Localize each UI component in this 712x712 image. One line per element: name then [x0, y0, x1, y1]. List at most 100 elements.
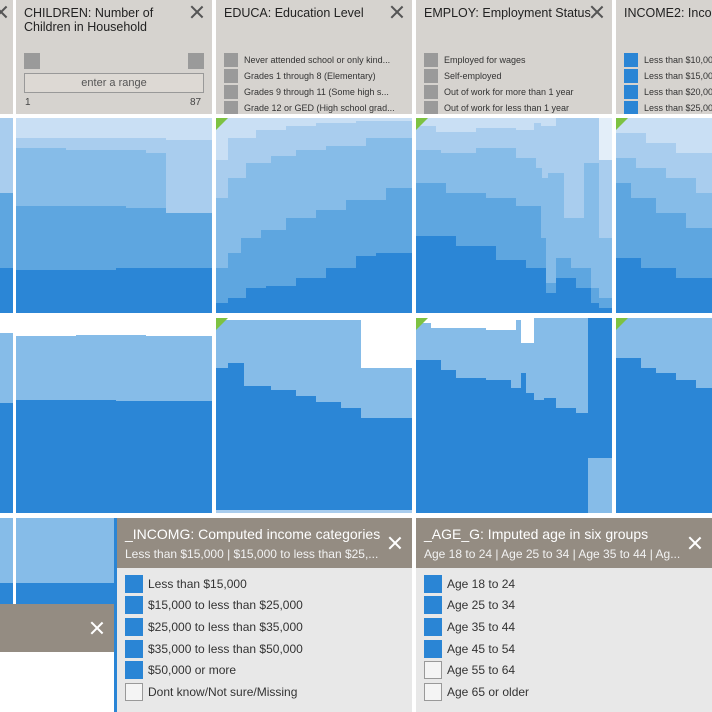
chart-cell-r2-left[interactable]	[0, 318, 13, 513]
category-checkbox[interactable]	[125, 617, 143, 636]
list-item[interactable]: $15,000 to less than $25,000	[125, 595, 303, 617]
category-checkbox[interactable]	[125, 661, 143, 680]
active-filter-triangle-icon	[416, 118, 428, 130]
chart-cell-r2-employ[interactable]	[416, 318, 612, 513]
list-item[interactable]: Age 55 to 64	[424, 659, 529, 681]
chart-cell-r3-left[interactable]	[0, 518, 13, 604]
category-swatch[interactable]	[224, 53, 238, 67]
chart-cell-r1-employ[interactable]	[416, 118, 612, 313]
stacked-area-chart	[0, 333, 13, 513]
filter-title: CHILDREN: Number of Children in Househol…	[24, 6, 154, 34]
active-filter-triangle-icon	[216, 318, 228, 330]
stacked-area-chart	[416, 118, 612, 313]
category-item[interactable]: Employed for wages	[424, 52, 574, 68]
category-item[interactable]: Less than $25,000	[624, 100, 712, 114]
stacked-area-chart	[216, 320, 412, 513]
close-icon[interactable]	[388, 536, 402, 550]
close-icon[interactable]	[390, 5, 404, 19]
category-swatch[interactable]	[224, 69, 238, 83]
category-list: Age 18 to 24 Age 25 to 34 Age 35 to 44 A…	[424, 573, 529, 703]
close-icon[interactable]	[0, 5, 8, 19]
area-layer	[616, 258, 712, 313]
area-layer	[0, 403, 13, 513]
category-checkbox[interactable]	[424, 661, 442, 680]
chart-cell-r1-income2[interactable]	[616, 118, 712, 313]
active-filter-triangle-icon	[616, 118, 628, 130]
active-filter-triangle-icon	[216, 118, 228, 130]
category-checkbox[interactable]	[424, 596, 442, 615]
close-icon[interactable]	[688, 536, 702, 550]
category-swatch[interactable]	[224, 85, 238, 99]
chart-cell-r3-children[interactable]	[16, 518, 114, 604]
range-slider-max-handle[interactable]	[188, 53, 204, 69]
chart-cell-r1-left[interactable]	[0, 118, 13, 313]
panel-header: _INCOMG: Computed income categories Less…	[117, 518, 412, 568]
close-icon[interactable]	[190, 5, 204, 19]
category-item[interactable]: Less than $10,000	[624, 52, 712, 68]
panel-subtitle: Less than $15,000 | $15,000 to less than…	[125, 547, 379, 561]
filter-header-left-sliver	[0, 0, 13, 114]
list-item[interactable]: $50,000 or more	[125, 659, 303, 681]
category-checkbox[interactable]	[424, 617, 442, 636]
close-icon[interactable]	[590, 5, 604, 19]
range-input[interactable]	[24, 73, 204, 93]
list-item[interactable]: $35,000 to less than $50,000	[125, 638, 303, 660]
category-checkbox[interactable]	[125, 639, 143, 658]
area-layer	[0, 268, 13, 313]
collapsed-panel-header	[0, 604, 114, 652]
category-swatch[interactable]	[424, 101, 438, 114]
list-item[interactable]: Age 45 to 54	[424, 638, 529, 660]
category-item[interactable]: Less than $20,000	[624, 84, 712, 100]
stacked-area-chart	[616, 118, 712, 313]
category-checkbox[interactable]	[125, 574, 143, 593]
filter-title: EDUCA: Education Level	[224, 6, 364, 20]
list-item[interactable]: Age 18 to 24	[424, 573, 529, 595]
category-item[interactable]: Grades 1 through 8 (Elementary)	[224, 68, 395, 84]
stacked-area-chart	[16, 518, 114, 604]
category-item[interactable]: Out of work for more than 1 year	[424, 84, 574, 100]
list-item[interactable]: Less than $15,000	[125, 573, 303, 595]
category-item[interactable]: Never attended school or only kind...	[224, 52, 395, 68]
chart-cell-r2-educa[interactable]	[216, 318, 412, 513]
filter-header-educa: EDUCA: Education Level Never attended sc…	[216, 0, 412, 114]
category-item[interactable]: Grade 12 or GED (High school grad...	[224, 100, 395, 114]
chart-cell-r2-income2[interactable]	[616, 318, 712, 513]
category-list: Less than $10,000 Less than $15,000 Less…	[624, 52, 712, 114]
chart-cell-r1-educa[interactable]	[216, 118, 412, 313]
panel-incomg: _INCOMG: Computed income categories Less…	[114, 518, 412, 712]
category-item[interactable]: Less than $15,000	[624, 68, 712, 84]
active-filter-triangle-icon	[416, 318, 428, 330]
category-swatch[interactable]	[624, 101, 638, 114]
category-swatch[interactable]	[424, 85, 438, 99]
category-checkbox[interactable]	[125, 682, 143, 701]
list-item[interactable]: Age 35 to 44	[424, 616, 529, 638]
list-item[interactable]: Age 65 or older	[424, 681, 529, 703]
category-swatch[interactable]	[224, 101, 238, 114]
chart-cell-r1-children[interactable]	[16, 118, 212, 313]
panel-age-g: _AGE_G: Imputed age in six groups Age 18…	[416, 518, 712, 712]
area-layer	[16, 583, 114, 604]
list-item[interactable]: $25,000 to less than $35,000	[125, 616, 303, 638]
category-swatch[interactable]	[424, 69, 438, 83]
close-icon[interactable]	[90, 621, 104, 635]
list-item[interactable]: Dont know/Not sure/Missing	[125, 681, 303, 703]
range-slider-min-handle[interactable]	[24, 53, 40, 69]
category-checkbox[interactable]	[424, 639, 442, 658]
category-checkbox[interactable]	[424, 682, 442, 701]
stacked-area-chart	[16, 118, 212, 313]
category-swatch[interactable]	[624, 53, 638, 67]
category-item[interactable]: Grades 9 through 11 (Some high s...	[224, 84, 395, 100]
category-checkbox[interactable]	[424, 574, 442, 593]
category-item[interactable]: Self-employed	[424, 68, 574, 84]
category-swatch[interactable]	[624, 69, 638, 83]
category-swatch[interactable]	[424, 53, 438, 67]
range-min-label: 1	[25, 97, 31, 108]
category-item[interactable]: Out of work for less than 1 year	[424, 100, 574, 114]
category-swatch[interactable]	[624, 85, 638, 99]
list-item[interactable]: Age 25 to 34	[424, 595, 529, 617]
chart-cell-r2-children[interactable]	[16, 318, 212, 513]
filter-header-children: CHILDREN: Number of Children in Househol…	[16, 0, 212, 114]
stacked-area-chart	[416, 318, 612, 513]
filter-title: EMPLOY: Employment Status	[424, 6, 591, 20]
category-checkbox[interactable]	[125, 596, 143, 615]
